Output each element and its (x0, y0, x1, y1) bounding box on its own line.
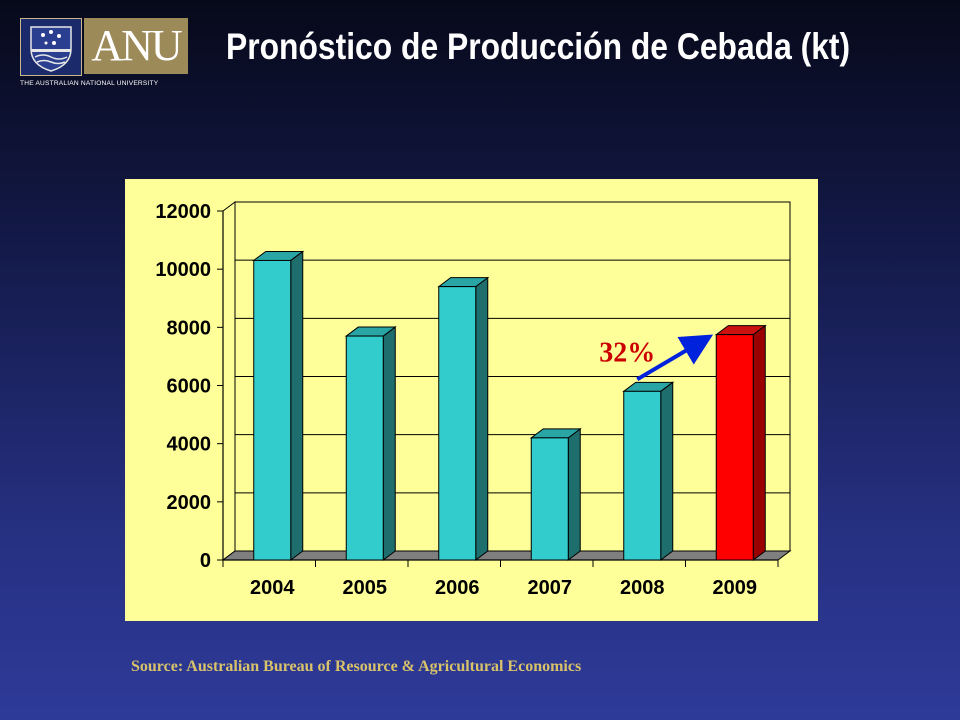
y-tick-label: 0 (200, 550, 211, 572)
x-tick-label: 2009 (713, 577, 758, 599)
bar-side (475, 276, 489, 561)
y-tick-label: 6000 (167, 376, 212, 398)
bar-2009 (715, 334, 754, 561)
university-name: THE AUSTRALIAN NATIONAL UNIVERSITY (20, 80, 159, 87)
growth-arrow (636, 334, 714, 382)
bar-side (567, 427, 581, 561)
x-tick-label: 2004 (250, 577, 295, 599)
x-tick-label: 2008 (620, 577, 665, 599)
bar-side (382, 326, 396, 561)
y-tick-label: 12000 (155, 201, 211, 223)
anu-logo: ANU THE AUSTRALIAN NATIONAL UNIVERSITY (20, 18, 190, 92)
growth-annotation: 32% (599, 337, 655, 368)
bar-2005 (345, 335, 384, 561)
x-tick-label: 2005 (343, 577, 388, 599)
plot-side-wall (222, 201, 236, 561)
anu-crest-icon (20, 18, 82, 76)
x-tick-label: 2006 (435, 577, 480, 599)
bar-side (290, 250, 304, 561)
anu-wordmark: ANU (91, 21, 182, 70)
chart-panel: 0 2000 4000 6000 8000 10000 12000 2004 2005 2006 2… (125, 179, 818, 621)
bar-side (752, 324, 766, 561)
bar-chart: 0 2000 4000 6000 8000 10000 12000 2004 2005 2006 2… (155, 201, 792, 599)
bar-2008 (623, 390, 662, 561)
bar-2006 (438, 286, 477, 561)
bar-2007 (530, 437, 569, 561)
x-tick-label: 2007 (528, 577, 573, 599)
bar-2004 (253, 259, 292, 561)
page-title: Pronóstico de Producción de Cebada (kt) (226, 26, 851, 67)
plot-floor (221, 550, 792, 561)
y-tick-label: 10000 (155, 259, 211, 281)
source-note: Source: Australian Bureau of Resource & … (131, 658, 582, 675)
y-tick-label: 4000 (167, 434, 212, 456)
bar-side (660, 381, 674, 561)
anu-wordmark-background (84, 18, 188, 74)
y-tick-label: 8000 (167, 317, 212, 339)
y-tick-label: 2000 (167, 492, 212, 514)
